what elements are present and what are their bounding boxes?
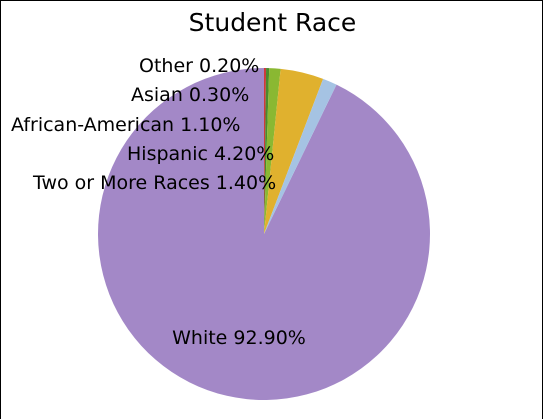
data-label-asian: Asian 0.30% bbox=[131, 84, 249, 106]
pie-slice-asian bbox=[264, 68, 270, 234]
pie-slice-other bbox=[264, 68, 267, 234]
data-label-other: Other 0.20% bbox=[139, 55, 259, 77]
data-label-white: White 92.90% bbox=[172, 327, 306, 349]
pie-slice-two-or-more-races bbox=[264, 78, 337, 234]
pie-slice-hispanic bbox=[264, 68, 324, 234]
data-label-two-or-more-races: Two or More Races 1.40% bbox=[32, 172, 276, 194]
data-label-african-american: African-American 1.10% bbox=[11, 114, 240, 136]
chart-title: Student Race bbox=[188, 8, 357, 37]
data-label-hispanic: Hispanic 4.20% bbox=[127, 143, 274, 165]
pie-slice-african-american bbox=[264, 68, 281, 234]
